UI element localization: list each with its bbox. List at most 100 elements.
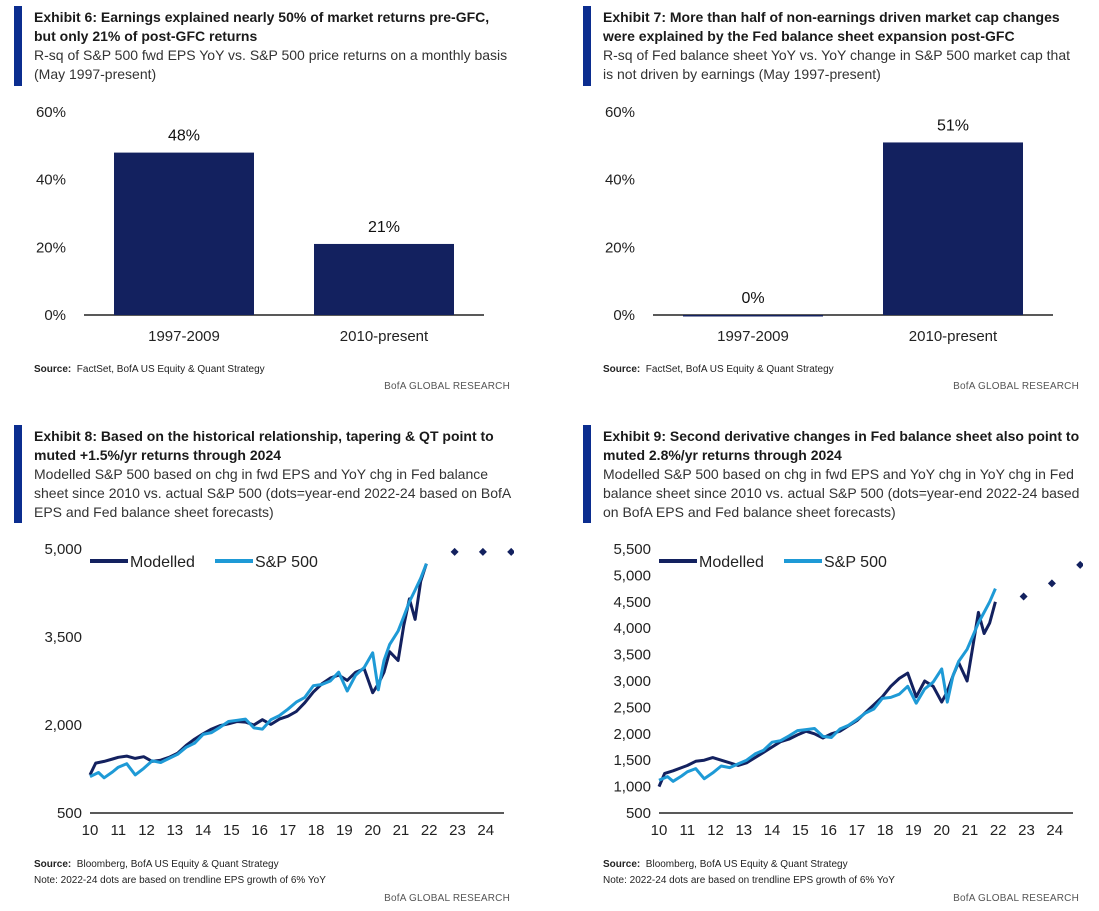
x-tick-label: 1997-2009	[148, 328, 220, 345]
x-tick-label: 2010-present	[909, 328, 998, 345]
x-tick-label: 11	[110, 822, 126, 839]
bar	[114, 152, 254, 315]
y-tick-label: 4,000	[613, 620, 651, 637]
y-tick-label: 2,500	[613, 699, 651, 716]
source-label: Source:	[603, 859, 641, 870]
data-label: 0%	[741, 290, 764, 307]
y-tick-label: 3,500	[44, 629, 82, 646]
line-chart: 500 1,000 1,500 2,000 2,500 3,000 3,500 4,000 4,…	[613, 541, 1083, 839]
modelled-series-line	[88, 563, 428, 776]
brand-label: BofA GLOBAL RESEARCH	[384, 893, 510, 904]
forecast-dot	[1047, 579, 1056, 588]
x-tick-label: 18	[308, 822, 325, 839]
y-tick-label: 3,000	[613, 673, 651, 690]
x-tick-label: 24	[1046, 822, 1063, 839]
x-tick-label: 18	[877, 822, 894, 839]
source-label: Source:	[34, 859, 72, 870]
x-tick-label: 13	[166, 822, 183, 839]
x-tick-label: 15	[792, 822, 809, 839]
data-label: 21%	[368, 219, 400, 236]
bar	[883, 142, 1023, 315]
y-tick-label: 40%	[605, 172, 635, 189]
source-text: Bloomberg, BofA US Equity & Quant Strate…	[645, 859, 848, 870]
y-tick-label: 60%	[605, 104, 635, 121]
y-tick-label: 5,000	[613, 567, 651, 584]
x-tick-label: 21	[393, 822, 410, 839]
x-tick-label: 19	[336, 822, 353, 839]
bar	[314, 243, 454, 315]
forecast-dot	[478, 547, 487, 556]
y-tick-label: 2,000	[613, 726, 651, 743]
x-tick-label: 22	[990, 822, 1007, 839]
y-tick-label: 0%	[44, 307, 66, 324]
source-label: Source:	[34, 364, 72, 375]
source-note: Source: FactSet, BofA US Equity & Quant …	[603, 364, 834, 375]
exhibit-subtitle: Modelled S&P 500 based on chg in fwd EPS…	[603, 466, 1080, 520]
x-tick-label: 11	[679, 822, 695, 839]
source-text: Bloomberg, BofA US Equity & Quant Strate…	[76, 859, 279, 870]
y-tick-label: 500	[57, 805, 82, 822]
exhibit-7-panel: Exhibit 7: More than half of non-earning…	[583, 4, 1083, 396]
x-tick-label: 15	[223, 822, 240, 839]
x-tick-label: 10	[82, 822, 99, 839]
x-tick-label: 20	[933, 822, 950, 839]
exhibit-subtitle: R-sq of S&P 500 fwd EPS YoY vs. S&P 500 …	[34, 47, 508, 82]
exhibit-subtitle: Modelled S&P 500 based on chg in fwd EPS…	[34, 466, 511, 520]
forecast-dot	[1019, 592, 1028, 601]
brand-label: BofA GLOBAL RESEARCH	[953, 893, 1079, 904]
source-note: Source: FactSet, BofA US Equity & Quant …	[34, 364, 265, 375]
exhibit-9-panel: Exhibit 9: Second derivative changes in …	[583, 423, 1083, 909]
sp500-series-line	[658, 588, 997, 783]
data-label: 51%	[937, 117, 969, 134]
bar	[683, 315, 823, 317]
x-tick-label: 13	[735, 822, 752, 839]
exhibit-6-panel: Exhibit 6: Earnings explained nearly 50%…	[14, 4, 514, 396]
source-note: Source: Bloomberg, BofA US Equity & Quan…	[603, 859, 848, 870]
y-tick-label: 4,500	[613, 594, 651, 611]
y-tick-label: 20%	[605, 239, 635, 256]
y-tick-label: 5,000	[44, 541, 82, 558]
legend-label: Modelled	[699, 554, 764, 571]
x-tick-label: 12	[707, 822, 724, 839]
x-tick-label: 10	[651, 822, 668, 839]
x-tick-label: 16	[251, 822, 268, 839]
bar-chart: 0% 20% 40% 60% 0% 1997-2009 51% 2010-present	[605, 104, 1053, 345]
x-tick-label: 22	[421, 822, 438, 839]
y-tick-label: 500	[626, 805, 651, 822]
x-tick-label: 14	[195, 822, 212, 839]
legend-label: S&P 500	[824, 554, 887, 571]
x-tick-label: 12	[138, 822, 155, 839]
exhibit-8-panel: Exhibit 8: Based on the historical relat…	[14, 423, 514, 909]
x-tick-label: 17	[280, 822, 297, 839]
y-tick-label: 1,500	[613, 752, 651, 769]
source-text: FactSet, BofA US Equity & Quant Strategy	[645, 364, 834, 375]
x-tick-label: 16	[820, 822, 837, 839]
sp500-series-line	[89, 563, 428, 780]
x-tick-label: 17	[849, 822, 866, 839]
x-tick-label: 24	[477, 822, 494, 839]
y-tick-label: 3,500	[613, 647, 651, 664]
line-chart: 500 2,000 3,500 5,000 10 11 12 13 14 15 16 17 18 19 20…	[44, 541, 514, 839]
forecast-dot	[450, 547, 459, 556]
exhibit-subtitle: R-sq of Fed balance sheet YoY vs. YoY ch…	[603, 47, 1070, 82]
exhibit-accent-bar	[14, 425, 22, 523]
x-tick-label: 23	[1018, 822, 1035, 839]
exhibit-accent-bar	[583, 6, 591, 86]
x-tick-label: 14	[764, 822, 781, 839]
brand-label: BofA GLOBAL RESEARCH	[384, 381, 510, 392]
x-tick-label: 20	[364, 822, 381, 839]
bar-chart: 0% 20% 40% 60% 48% 1997-2009 21% 2010-present	[36, 104, 484, 345]
y-tick-label: 60%	[36, 104, 66, 121]
x-tick-label: 21	[962, 822, 979, 839]
forecast-dot	[1076, 560, 1083, 569]
exhibit-accent-bar	[14, 6, 22, 86]
source-note: Source: Bloomberg, BofA US Equity & Quan…	[34, 859, 279, 870]
data-label: 48%	[168, 128, 200, 145]
source-label: Source:	[603, 364, 641, 375]
y-tick-label: 20%	[36, 239, 66, 256]
y-tick-label: 2,000	[44, 717, 82, 734]
exhibit-title: Exhibit 6: Earnings explained nearly 50%…	[34, 9, 490, 44]
y-tick-label: 40%	[36, 172, 66, 189]
source-text: FactSet, BofA US Equity & Quant Strategy	[76, 364, 265, 375]
legend-label: S&P 500	[255, 554, 318, 571]
